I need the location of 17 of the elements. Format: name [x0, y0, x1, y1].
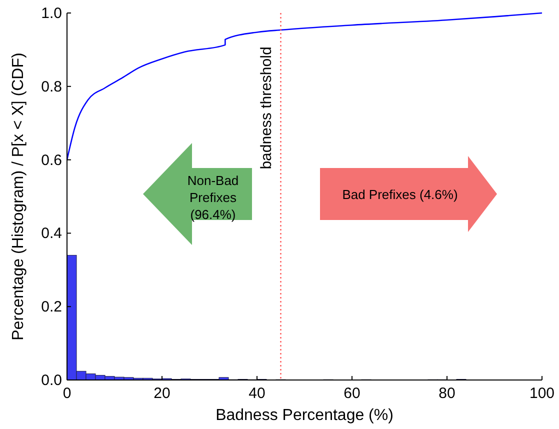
x-tick-label: 20 [154, 385, 170, 402]
x-tick-label: 100 [529, 385, 555, 402]
y-tick-label: 0.6 [41, 152, 62, 169]
x-tick-label: 80 [438, 385, 456, 402]
x-tick-label: 0 [62, 385, 72, 402]
y-tick-label: 0.2 [41, 298, 62, 316]
ref-line-label: badness threshold [258, 46, 275, 170]
y-tick-label: 1.0 [41, 5, 62, 22]
annotation: Non-Bad Prefixes (96.4%) [187, 173, 239, 222]
annotation: Bad Prefixes (4.6%) [342, 187, 458, 202]
y-axis-title: Percentage (Histogram) / P[x < X] (CDF) [10, 52, 27, 340]
x-tick-label: 60 [344, 385, 360, 402]
y-tick-label: 0.8 [41, 78, 62, 96]
y-tick-label: 0.4 [41, 225, 62, 242]
y-tick-label: 0.0 [41, 372, 62, 389]
x-axis-title: Badness Percentage (%) [216, 407, 394, 424]
x-tick-label: 40 [248, 385, 266, 402]
